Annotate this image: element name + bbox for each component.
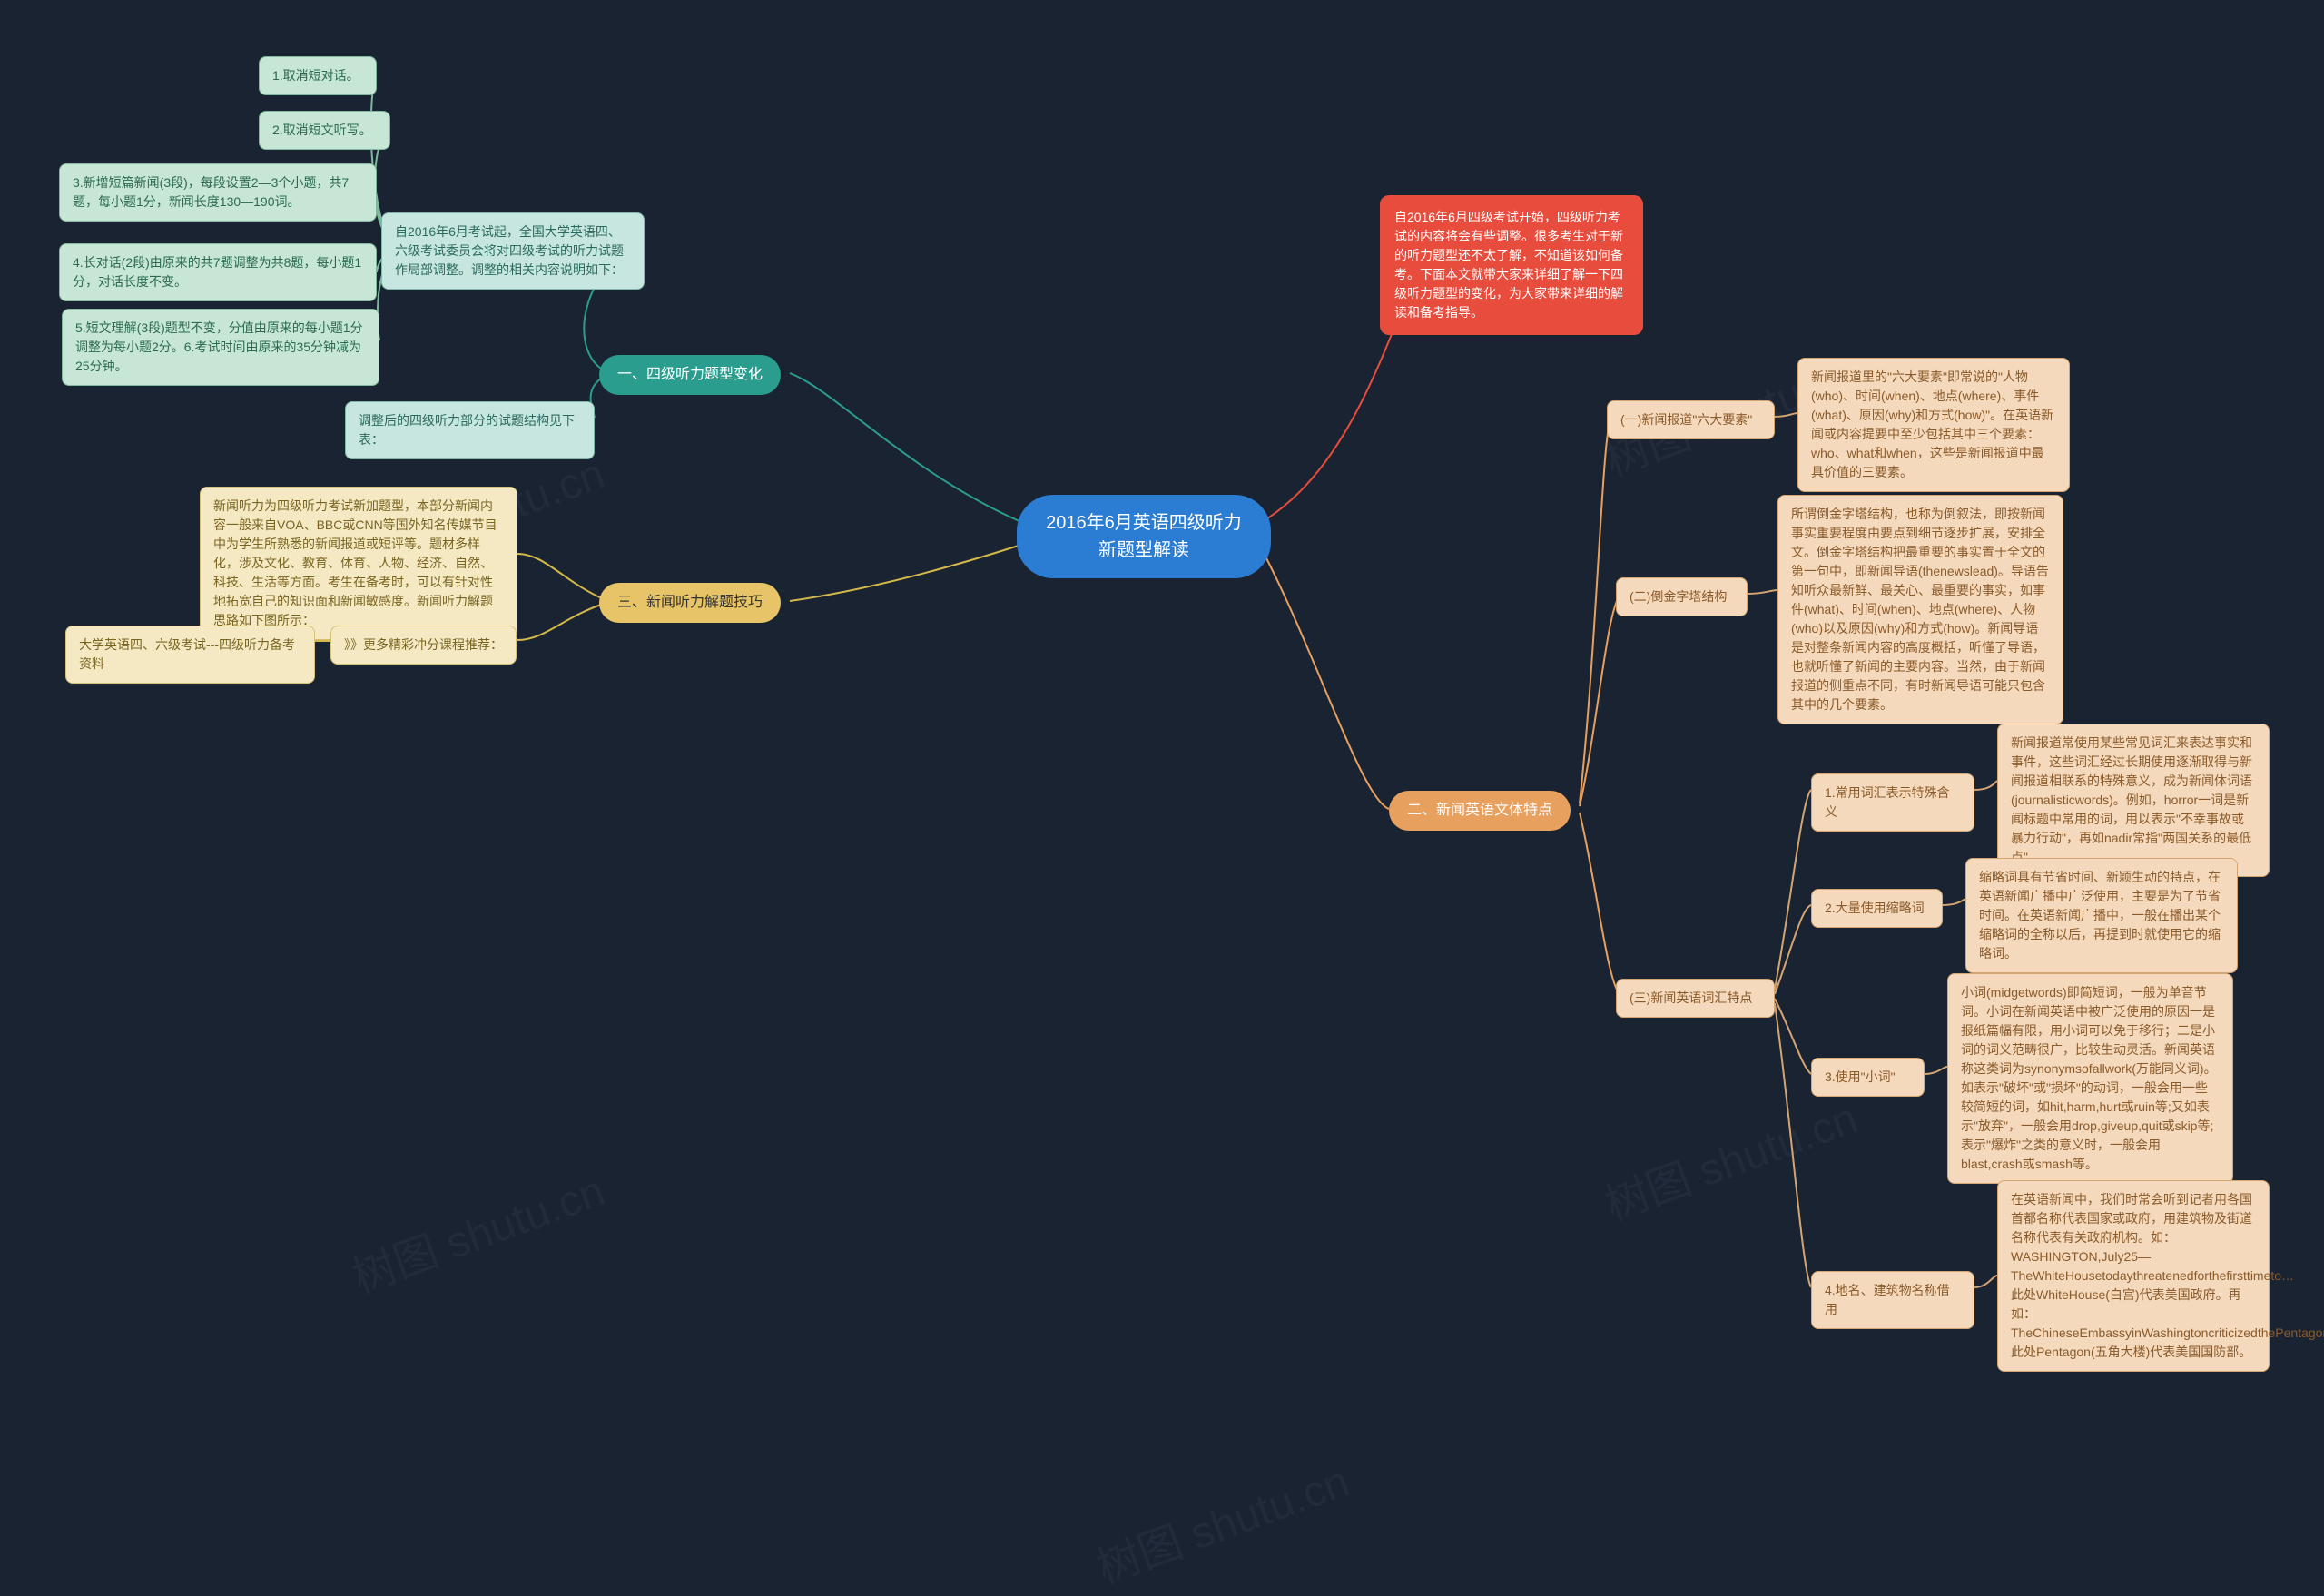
watermark: 树图 shutu.cn xyxy=(1087,1445,1356,1595)
center-node[interactable]: 2016年6月英语四级听力 新题型解读 xyxy=(1017,495,1271,578)
branch2-node-1-detail[interactable]: 新闻报道里的"六大要素"即常说的"人物(who)、时间(when)、地点(whe… xyxy=(1797,358,2070,492)
branch1-leaf-1[interactable]: 1.取消短对话。 xyxy=(259,56,377,95)
branch2-node-3[interactable]: (三)新闻英语词汇特点 xyxy=(1616,979,1775,1018)
branch3-sub[interactable]: 新闻听力为四级听力考试新加题型，本部分新闻内容一般来自VOA、BBC或CNN等国… xyxy=(200,487,517,640)
branch1-leaf-2[interactable]: 2.取消短文听写。 xyxy=(259,111,390,150)
branch2-node-3-child-1[interactable]: 1.常用词汇表示特殊含义 xyxy=(1811,773,1974,832)
watermark: 树图 shutu.cn xyxy=(342,1155,612,1305)
mindmap-connectors xyxy=(0,0,2324,1537)
branch2-node-3-child-1-detail[interactable]: 新闻报道常使用某些常见词汇来表达事实和事件，这些词汇经过长期使用逐渐取得与新闻报… xyxy=(1997,724,2270,877)
branch3-sub2-more[interactable]: 》》更多精彩冲分课程推荐： xyxy=(330,626,517,665)
branch2-node-3-child-3[interactable]: 3.使用"小词" xyxy=(1811,1058,1925,1097)
branch2-node-3-child-2[interactable]: 2.大量使用缩略词 xyxy=(1811,889,1943,928)
branch1-leaf-4[interactable]: 4.长对话(2段)由原来的共7题调整为共8题，每小题1分，对话长度不变。 xyxy=(59,243,377,301)
branch2-node-1[interactable]: (一)新闻报道"六大要素" xyxy=(1607,400,1775,439)
branch2-node-3-child-4-detail[interactable]: 在英语新闻中，我们时常会听到记者用各国首都名称代表国家或政府，用建筑物及街道名称… xyxy=(1997,1180,2270,1372)
branch2-node-3-child-3-detail[interactable]: 小词(midgetwords)即简短词，一般为单音节词。小词在新闻英语中被广泛使… xyxy=(1947,973,2233,1184)
branch2-node-2[interactable]: (二)倒金字塔结构 xyxy=(1616,577,1748,616)
watermark: 树图 shutu.cn xyxy=(1595,1082,1865,1232)
branch1-leaf-5[interactable]: 5.短文理解(3段)题型不变，分值由原来的每小题1分调整为每小题2分。6.考试时… xyxy=(62,309,379,386)
branch3-sub2[interactable]: 大学英语四、六级考试---四级听力备考资料 xyxy=(65,626,315,684)
branch-3[interactable]: 三、新闻听力解题技巧 xyxy=(599,583,781,623)
branch2-node-3-child-2-detail[interactable]: 缩略词具有节省时间、新颖生动的特点，在英语新闻广播中广泛使用，主要是为了节省时间… xyxy=(1965,858,2238,973)
branch2-node-3-child-4[interactable]: 4.地名、建筑物名称借用 xyxy=(1811,1271,1974,1329)
branch-2[interactable]: 二、新闻英语文体特点 xyxy=(1389,791,1571,831)
center-title-line1: 2016年6月英语四级听力 xyxy=(1039,509,1249,537)
branch-1[interactable]: 一、四级听力题型变化 xyxy=(599,355,781,395)
branch1-leaf-3[interactable]: 3.新增短篇新闻(3段)，每段设置2—3个小题，共7题，每小题1分，新闻长度13… xyxy=(59,163,377,222)
branch2-node-2-detail[interactable]: 所谓倒金字塔结构，也称为倒叙法，即按新闻事实重要程度由要点到细节逐步扩展，安排全… xyxy=(1777,495,2063,724)
branch1-sub2[interactable]: 调整后的四级听力部分的试题结构见下表： xyxy=(345,401,595,459)
intro-node[interactable]: 自2016年6月四级考试开始，四级听力考试的内容将会有些调整。很多考生对于新的听… xyxy=(1380,195,1643,335)
center-title-line2: 新题型解读 xyxy=(1039,537,1249,564)
branch1-sub[interactable]: 自2016年6月考试起，全国大学英语四、六级考试委员会将对四级考试的听力试题作局… xyxy=(381,212,645,290)
